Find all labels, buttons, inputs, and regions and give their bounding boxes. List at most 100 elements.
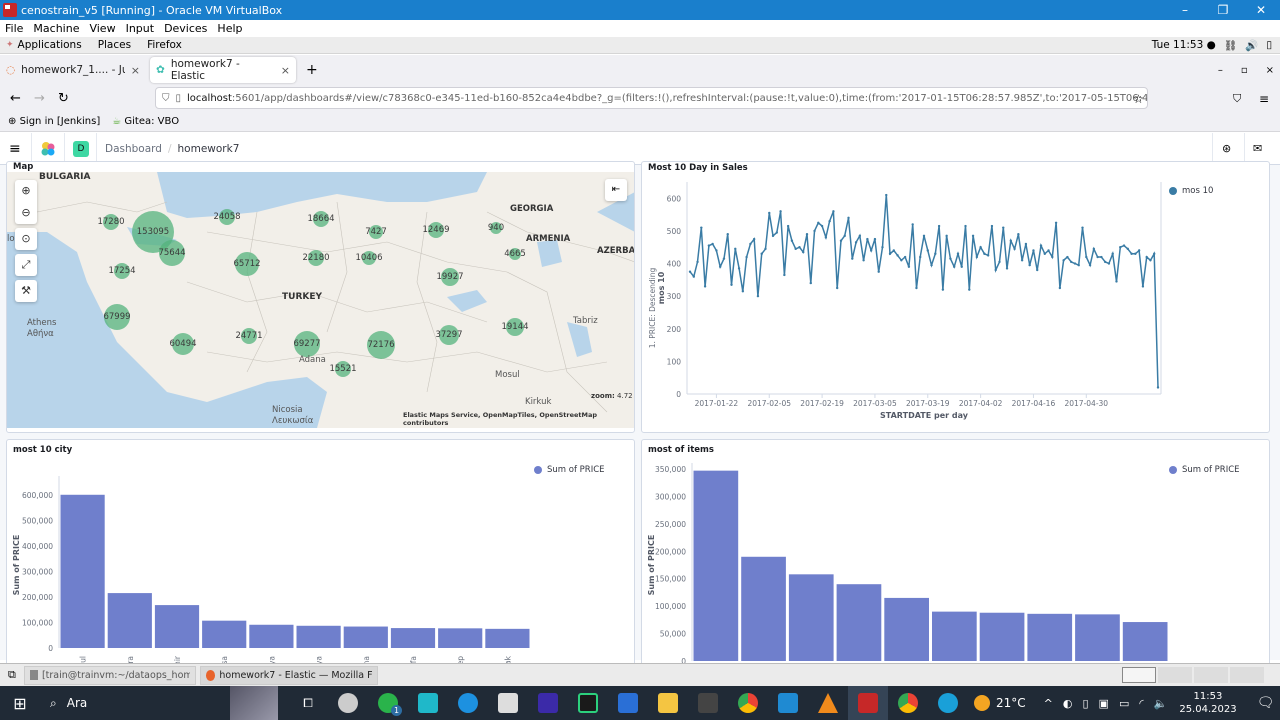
bar[interactable]: [1075, 614, 1120, 661]
bar[interactable]: [154, 605, 200, 648]
bar[interactable]: [788, 574, 834, 661]
tray-display-icon[interactable]: ▣: [1098, 696, 1109, 710]
minimize-button[interactable]: –: [1182, 3, 1188, 17]
map-canvas[interactable]: 153095 75644 17280 24058 18664 7427 12469 940 65…: [7, 172, 634, 428]
help-icon[interactable]: ⊛: [1222, 142, 1232, 155]
tools-button[interactable]: ⚒: [15, 280, 37, 302]
file-explorer-icon[interactable]: [648, 686, 688, 720]
tray-volume-icon[interactable]: 🔈: [1153, 696, 1168, 710]
menu-help[interactable]: Help: [217, 22, 243, 35]
menu-machine[interactable]: Machine: [33, 22, 80, 35]
map-cluster-marker[interactable]: 4665: [504, 248, 526, 260]
map-cluster-marker[interactable]: 75644: [158, 240, 186, 266]
layer-control-button[interactable]: ⇤: [605, 179, 627, 201]
maximize-button[interactable]: ❐: [1217, 3, 1229, 17]
map-cluster-marker[interactable]: 72176: [367, 331, 395, 359]
line-chart[interactable]: 0 100 200 300 400 500 600 2017-01-22 2017-02-05 2…: [642, 172, 1270, 433]
vlc-icon[interactable]: [808, 686, 848, 720]
bar[interactable]: [741, 556, 786, 661]
volume-icon[interactable]: 🔊: [1245, 39, 1259, 52]
map-cluster-marker[interactable]: 60494: [169, 333, 197, 355]
mail-icon[interactable]: ✉: [1253, 142, 1263, 155]
taskbar-terminal[interactable]: [train@trainvm:~/dataops_homework]: [23, 665, 196, 685]
close-button[interactable]: ✕: [1255, 3, 1267, 17]
bookmark-gitea[interactable]: ☕ Gitea: VBO: [112, 116, 179, 127]
show-desktop-icon[interactable]: ⧉: [8, 668, 16, 681]
zoom-out-icon[interactable]: ⊖: [21, 206, 31, 219]
tab-elastic[interactable]: ✿ homework7 - Elastic ×: [150, 57, 296, 83]
map-cluster-marker[interactable]: 24058: [213, 209, 241, 225]
task-view-icon[interactable]: ⧠: [303, 695, 313, 710]
bar[interactable]: [107, 593, 152, 648]
map-cluster-marker[interactable]: 19144: [501, 318, 529, 336]
zoom-in-icon[interactable]: ⊕: [21, 184, 31, 197]
clock[interactable]: Tue 11:53 ●: [1151, 39, 1216, 51]
virtualbox-cube-icon[interactable]: [488, 686, 528, 720]
fullscreen-button[interactable]: ⤢: [15, 254, 37, 276]
elastic-logo[interactable]: [40, 141, 56, 157]
yandex-icon[interactable]: [328, 686, 368, 720]
bar[interactable]: [932, 611, 977, 661]
pycharm-icon[interactable]: [568, 686, 608, 720]
menu-devices[interactable]: Devices: [164, 22, 208, 35]
map-cluster-marker[interactable]: 17254: [108, 263, 136, 279]
weather-widget[interactable]: 21°C: [974, 695, 1026, 711]
ff-maximize-button[interactable]: ▫: [1240, 64, 1248, 76]
bar[interactable]: [390, 628, 436, 648]
map-cluster-marker[interactable]: 24771: [235, 328, 263, 344]
map-cluster-marker[interactable]: 7427: [365, 225, 387, 239]
bar[interactable]: [693, 470, 739, 661]
back-button[interactable]: ←: [10, 91, 21, 106]
bar[interactable]: [343, 626, 388, 648]
notification-center-icon[interactable]: 🗨: [1256, 695, 1275, 711]
hamburger-menu-icon[interactable]: ≡: [9, 140, 21, 157]
map-cluster-marker[interactable]: 69277: [293, 331, 321, 357]
chrome-profile-icon[interactable]: [888, 686, 928, 720]
workspace-3[interactable]: [1194, 667, 1228, 683]
tab-jupyter[interactable]: ◌ homework7_1.... - Jupyte ×: [0, 57, 146, 83]
bookmark-jenkins[interactable]: ⊕ Sign in [Jenkins]: [8, 116, 100, 127]
bar[interactable]: [1027, 613, 1073, 661]
items-bar-chart[interactable]: 0 50,000 100,000 150,000 200,000 250,000 300,0…: [642, 440, 1270, 669]
map-cluster-marker[interactable]: 15521: [329, 361, 357, 377]
bar[interactable]: [1122, 622, 1168, 661]
search-box[interactable]: ⌕ Ara: [40, 686, 230, 720]
reload-button[interactable]: ↻: [58, 91, 69, 106]
map-cluster-marker[interactable]: 67999: [103, 304, 131, 330]
docker-icon[interactable]: [448, 686, 488, 720]
bar[interactable]: [884, 597, 929, 661]
menu-view[interactable]: View: [89, 22, 116, 35]
applications-menu[interactable]: ✦ Applications: [6, 39, 82, 51]
ff-minimize-button[interactable]: –: [1217, 64, 1223, 76]
tray-battery-icon[interactable]: ▭: [1118, 696, 1130, 710]
bar[interactable]: [249, 624, 294, 648]
space-avatar[interactable]: D: [73, 141, 89, 157]
map-attribution[interactable]: Elastic Maps Service, OpenMapTiles, Open…: [403, 411, 598, 427]
battery-icon[interactable]: ▯: [1266, 39, 1272, 51]
app-icon-teal[interactable]: [408, 686, 448, 720]
taskbar-firefox[interactable]: homework7 - Elastic — Mozilla Firef...: [199, 665, 378, 685]
map-cluster-marker[interactable]: 18664: [307, 211, 335, 227]
map-cluster-marker[interactable]: 10406: [355, 251, 383, 265]
places-menu[interactable]: Places: [97, 39, 132, 51]
bar[interactable]: [438, 628, 483, 648]
chrome-icon[interactable]: [728, 686, 768, 720]
bar[interactable]: [60, 494, 105, 648]
vscode-icon[interactable]: [768, 686, 808, 720]
bar[interactable]: [485, 628, 530, 648]
legend-item[interactable]: Sum of PRICE: [1169, 465, 1240, 475]
bar[interactable]: [836, 584, 882, 661]
bar[interactable]: [296, 625, 341, 648]
map-cluster-marker[interactable]: 65712: [233, 252, 261, 276]
map-cluster-marker[interactable]: 940: [487, 222, 505, 234]
app-menu-icon[interactable]: ≡: [1259, 91, 1270, 106]
firefox-menu[interactable]: Firefox: [147, 39, 182, 51]
map-cluster-marker[interactable]: 22180: [302, 250, 330, 266]
legend-item[interactable]: mos 10: [1169, 186, 1213, 196]
virtualbox-taskbar-icon[interactable]: [848, 686, 888, 720]
bar[interactable]: [979, 612, 1025, 661]
workspace-switcher[interactable]: [1122, 667, 1264, 683]
clock-widget[interactable]: 11:53 25.04.2023: [1179, 690, 1236, 716]
bookmark-star-icon[interactable]: ☆: [1133, 91, 1144, 106]
bar[interactable]: [202, 620, 247, 648]
